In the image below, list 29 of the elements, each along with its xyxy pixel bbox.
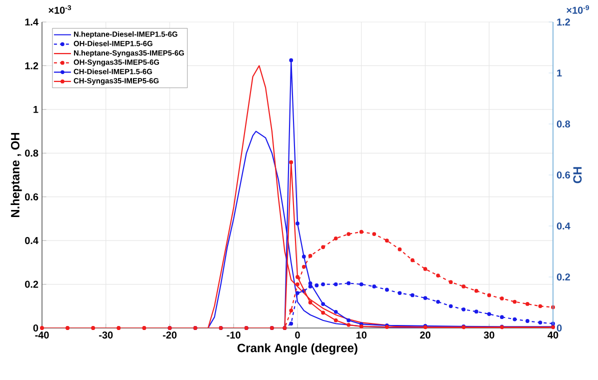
x-tick-label: -20 [162,332,177,339]
y-tick-label: 0 [33,324,38,332]
x-tick-label: 0 [295,332,300,339]
y2-tick-label: 0.6 [556,171,570,179]
x-tick-label: 30 [484,332,494,339]
y2-tick-label: 1 [557,70,562,76]
y2-axis-title: CH [573,167,582,184]
y2-tick-label: 0 [556,324,562,332]
text: ×10$^{-9}$ [566,5,590,14]
y2-tick-label: 1.2 [557,18,570,26]
y2-tick-label: 0.4 [556,222,570,230]
y-axis-title: N.heptane , OH [10,132,22,218]
y-tick-label: 1.4 [25,18,38,26]
y2-tick-label: 0.8 [556,120,570,128]
x-tick-label: -10 [226,332,240,339]
x-tick-label: -40 [35,332,49,339]
x-tick-label: 40 [548,332,558,339]
text: ×10$^{-3}$ [48,5,72,14]
y-tick-label: 0.6 [25,193,38,200]
y-tick-label: 0.4 [25,237,38,244]
y-tick-label: 0.2 [25,280,38,288]
x-tick-label: 10 [356,332,367,339]
y-tick-label: 1 [34,106,38,113]
x-tick-label: -30 [99,332,113,339]
y2-tick-label: 0.2 [556,273,570,281]
x-tick-label: 20 [420,332,430,339]
x-axis-title: Crank Angle (degree) [238,343,358,355]
y-tick-label: 1.2 [25,62,38,70]
y-tick-label: 0.8 [25,150,38,157]
